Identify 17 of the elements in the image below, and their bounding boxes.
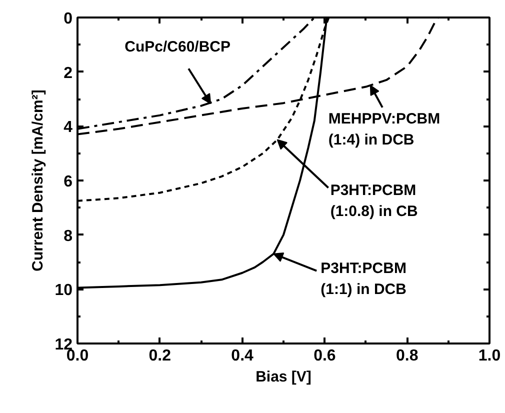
x-tick-label: 1.0 xyxy=(478,348,501,364)
y-axis-title: Current Density [mA/cm²] xyxy=(30,90,47,272)
x-tick-label: 0.6 xyxy=(314,348,336,364)
x-axis-title: Bias [V] xyxy=(256,368,312,386)
y-tick-label: 2 xyxy=(64,64,73,82)
y-tick-label: 6 xyxy=(64,174,73,190)
x-tick-label: 0.2 xyxy=(148,348,172,364)
x-tick-label: 0.4 xyxy=(231,348,254,364)
y-tick-label: 0 xyxy=(64,10,73,28)
y-tick-label: 10 xyxy=(54,282,73,300)
annotation: CuPc/C60/BCP xyxy=(124,38,231,56)
x-tick-label: 0.8 xyxy=(396,348,418,364)
annotation: P3HT:PCBM (1:1) in DCB xyxy=(320,260,407,298)
annotation: P3HT:PCBM (1:0.8) in CB xyxy=(330,182,418,220)
y-tick-label: 8 xyxy=(64,228,73,245)
y-tick-label: 4 xyxy=(64,119,73,136)
annotation: MEHPPV:PCBM (1:4) in DCB xyxy=(328,110,440,149)
